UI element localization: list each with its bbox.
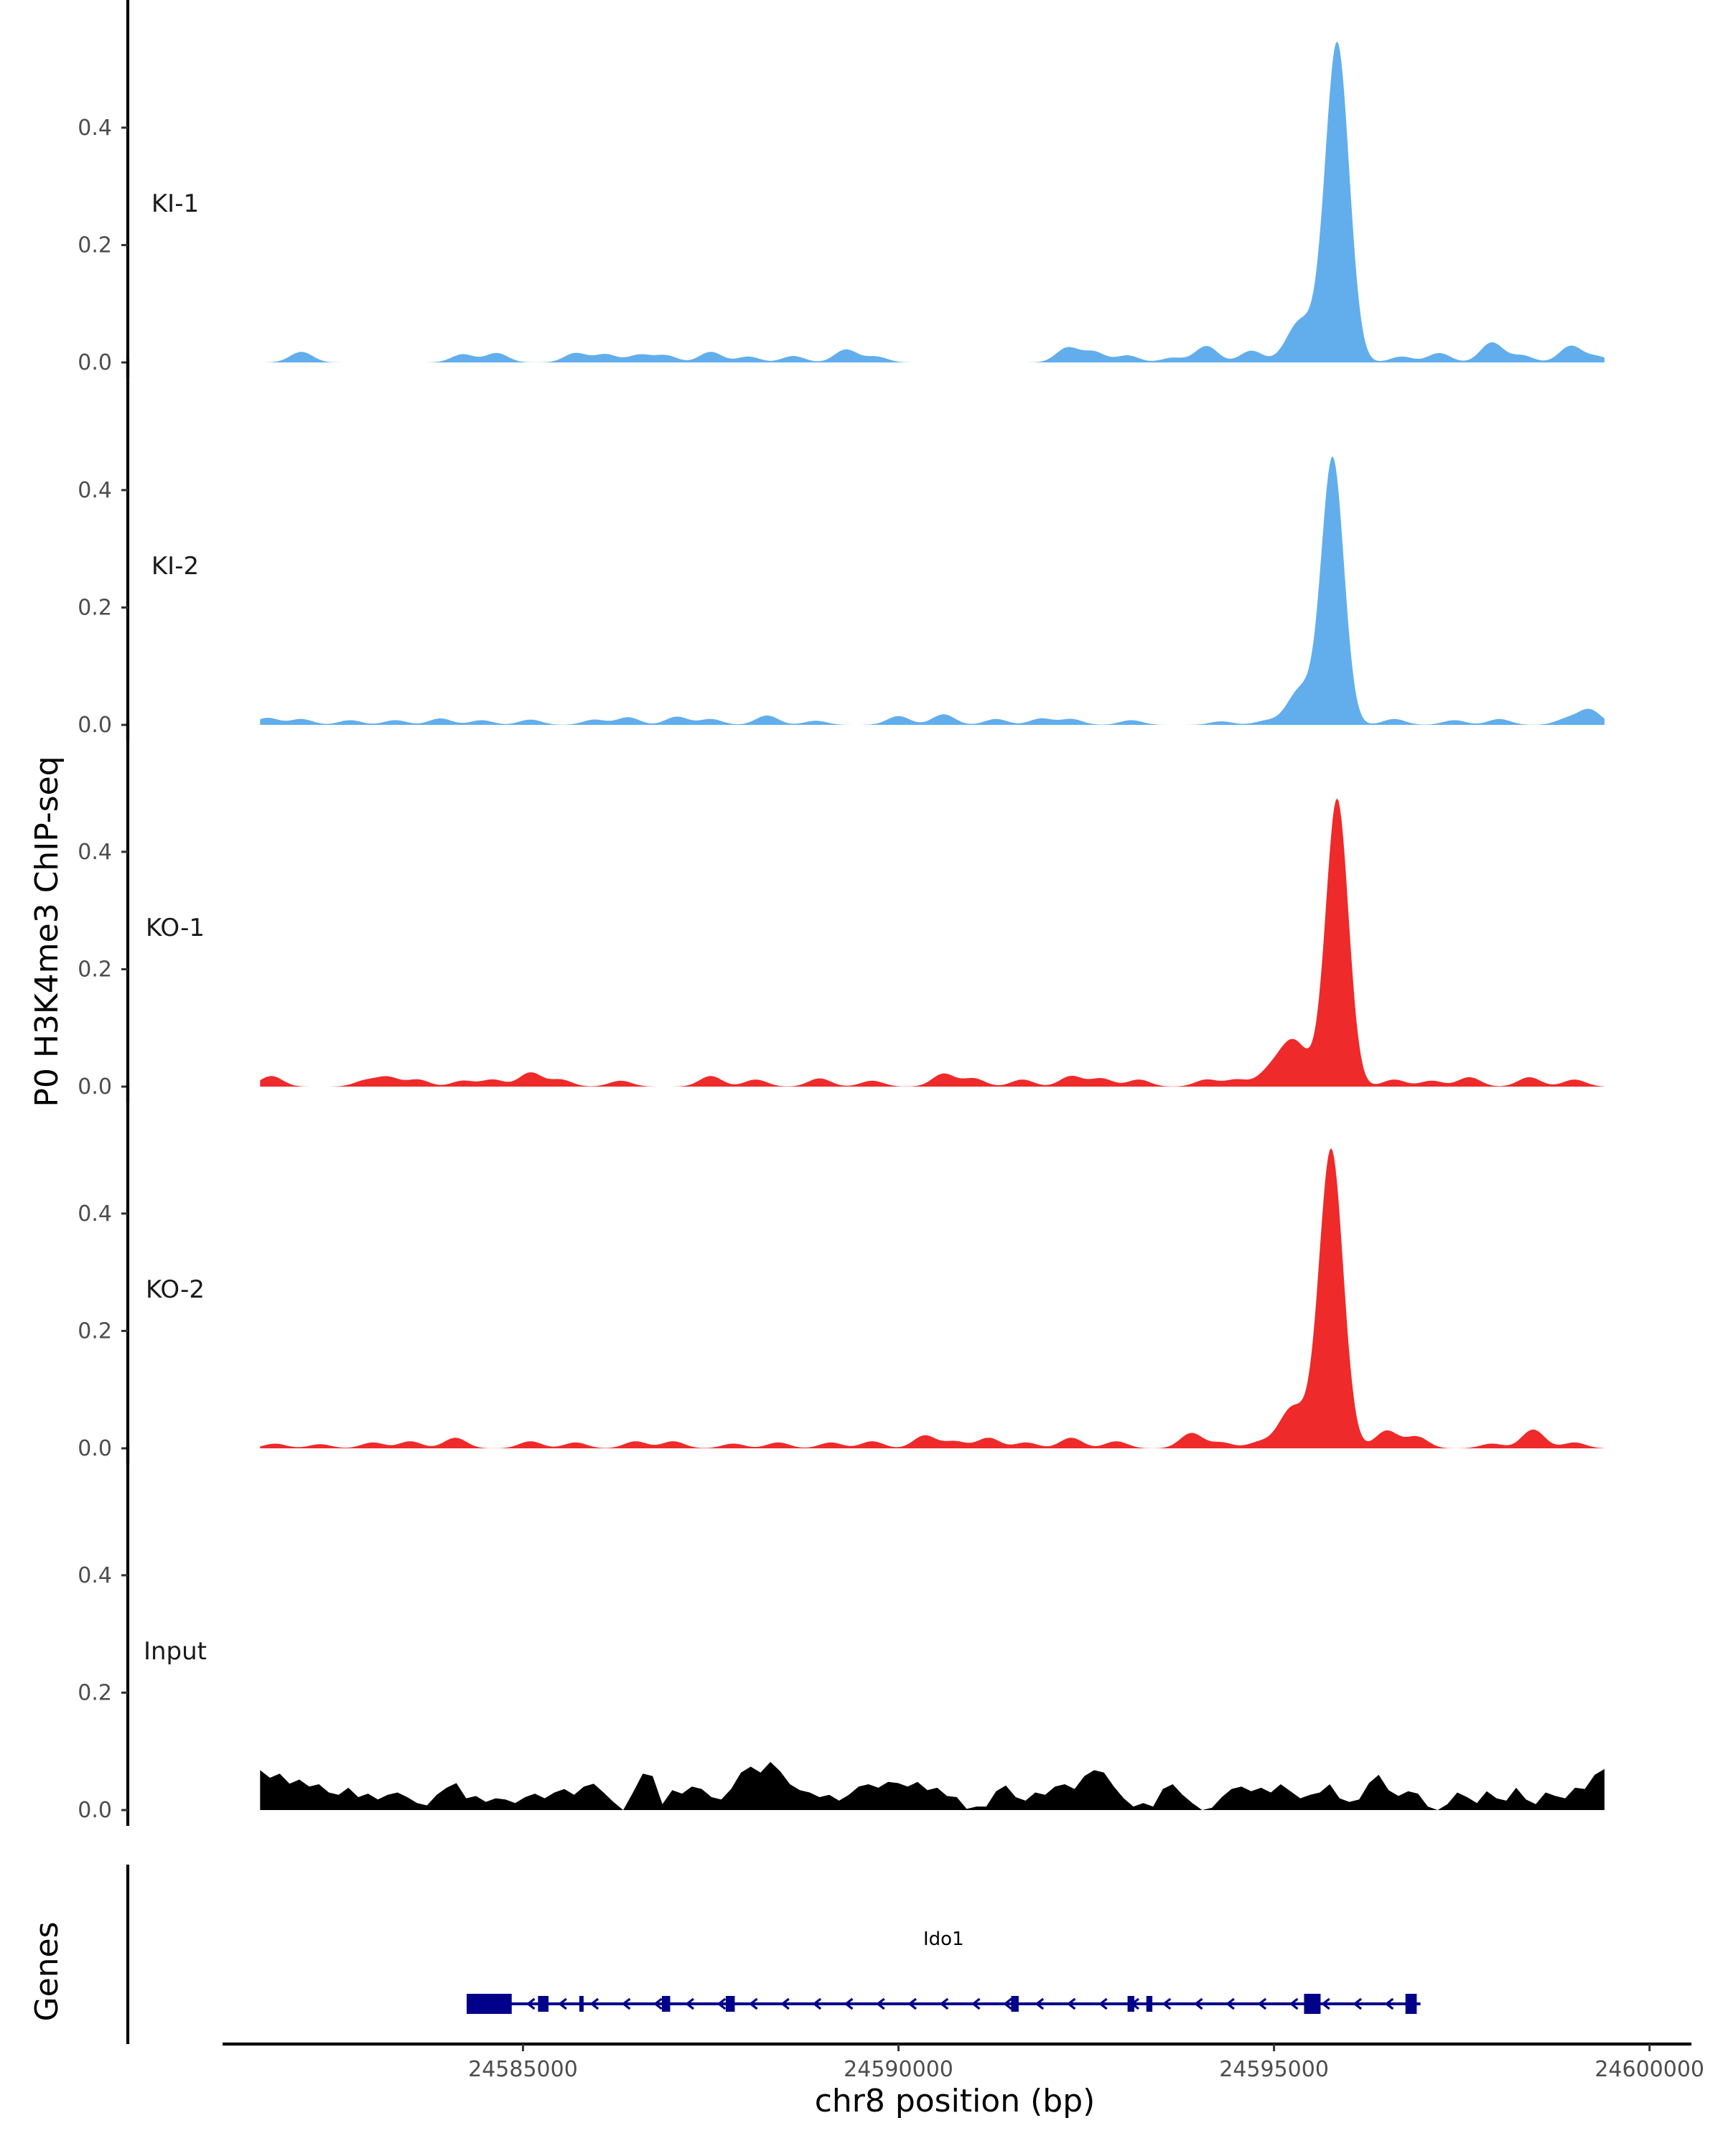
strand-chevron [1257,1997,1267,2010]
exon-block [1146,1996,1153,2012]
track-label: KI-1 [151,189,199,218]
strand-chevron [907,1997,917,2010]
track-ki-2: 0.0 0.2 0.4 KI-2 [78,359,1605,741]
track-ki-1: 0.0 0.2 0.4 KI-1 [78,0,1605,378]
strand-chevron [780,1997,790,2010]
track-label: KO-1 [146,914,205,942]
strand-chevron [876,1997,885,2010]
strand-chevron [1384,1997,1394,2010]
strand-chevron [1289,1997,1299,2010]
x-tick-label: 24600000 [1594,2057,1704,2082]
genes-panel: Ido1 [126,1865,1421,2044]
exon-block [1405,1994,1417,2014]
strand-chevron [971,1997,981,2010]
x-tick-label: 24595000 [1219,2057,1329,2082]
signal-area-ki-2 [260,456,1605,725]
signal-area-ko-1 [260,798,1605,1087]
y-tick-label: 0.2 [78,233,112,258]
x-axis-title: chr8 position (bp) [815,2083,1096,2119]
signal-area-input [260,1761,1605,1810]
y-tick-label: 0.0 [78,1436,112,1461]
y-tick-label: 0.0 [78,713,112,738]
exon-block [538,1996,549,2012]
exon-block [467,1994,512,2014]
strand-chevron [1194,1997,1203,2010]
x-axis: 24585000 24590000 24595000 24600000 [223,2042,1704,2082]
y-tick-label: 0.2 [78,1680,112,1705]
exon-block [1127,1996,1135,2012]
strand-chevron [844,1997,854,2010]
exon-block [725,1996,735,2012]
strand-chevron [716,1997,727,2010]
y-tick-label: 0.4 [78,1563,112,1588]
genes-axis-title: Genes [29,1921,65,2021]
x-tick-label: 24585000 [468,2057,578,2082]
strand-chevron [748,1997,758,2010]
strand-chevron [1003,1997,1012,2010]
strand-chevron [653,1997,663,2010]
strand-chevron [589,1997,599,2010]
strand-chevron [1225,1997,1235,2010]
track-label: KI-2 [151,552,199,581]
exon-block [1011,1996,1019,2012]
strand-chevron [939,1997,949,2010]
strand-chevron [1353,1997,1363,2010]
y-tick-label: 0.4 [78,478,112,503]
strand-chevron [685,1997,694,2010]
track-input: 0.0 0.2 0.4 Input [78,1444,1605,1826]
y-tick-label: 0.2 [78,957,112,982]
strand-chevron [1035,1997,1045,2010]
y-tick-label: 0.4 [78,116,112,141]
track-ko-1: 0.0 0.2 0.4 KO-1 [78,721,1605,1102]
signal-area-ko-2 [260,1148,1605,1448]
strand-chevron [1098,1997,1108,2010]
y-axis-title: P0 H3K4me3 ChIP-seq [29,756,65,1107]
track-label: KO-2 [146,1275,205,1304]
track-panels: 0.00.20.4KI-10.00.20.4KI-20.00.20.4KO-10… [78,0,1605,1826]
exon-block [1304,1994,1321,2014]
strand-chevron [1321,1997,1330,2010]
strand-chevron [812,1997,822,2010]
exon-block [662,1996,671,2012]
y-tick-label: 0.0 [78,1798,112,1823]
strand-chevron [558,1997,567,2010]
y-tick-label: 0.0 [78,1074,112,1100]
strand-chevron [1162,1997,1172,2010]
y-tick-label: 0.0 [78,350,112,375]
x-tick-label: 24590000 [844,2057,953,2082]
track-ko-2: 0.0 0.2 0.4 KO-2 [78,1082,1605,1464]
y-tick-label: 0.2 [78,595,112,620]
gene-name-label: Ido1 [923,1928,964,1950]
signal-area-ki-1 [260,41,1605,363]
y-tick-label: 0.4 [78,1201,112,1227]
strand-chevron [1066,1997,1076,2010]
track-label: Input [144,1637,207,1666]
y-tick-label: 0.4 [78,840,112,865]
strand-chevron [621,1997,631,2010]
strand-chevron [526,1997,536,2010]
exon-block [579,1996,584,2012]
y-tick-label: 0.2 [78,1318,112,1344]
